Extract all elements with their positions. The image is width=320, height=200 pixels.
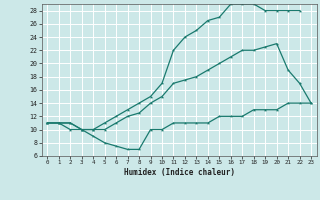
X-axis label: Humidex (Indice chaleur): Humidex (Indice chaleur) (124, 168, 235, 177)
